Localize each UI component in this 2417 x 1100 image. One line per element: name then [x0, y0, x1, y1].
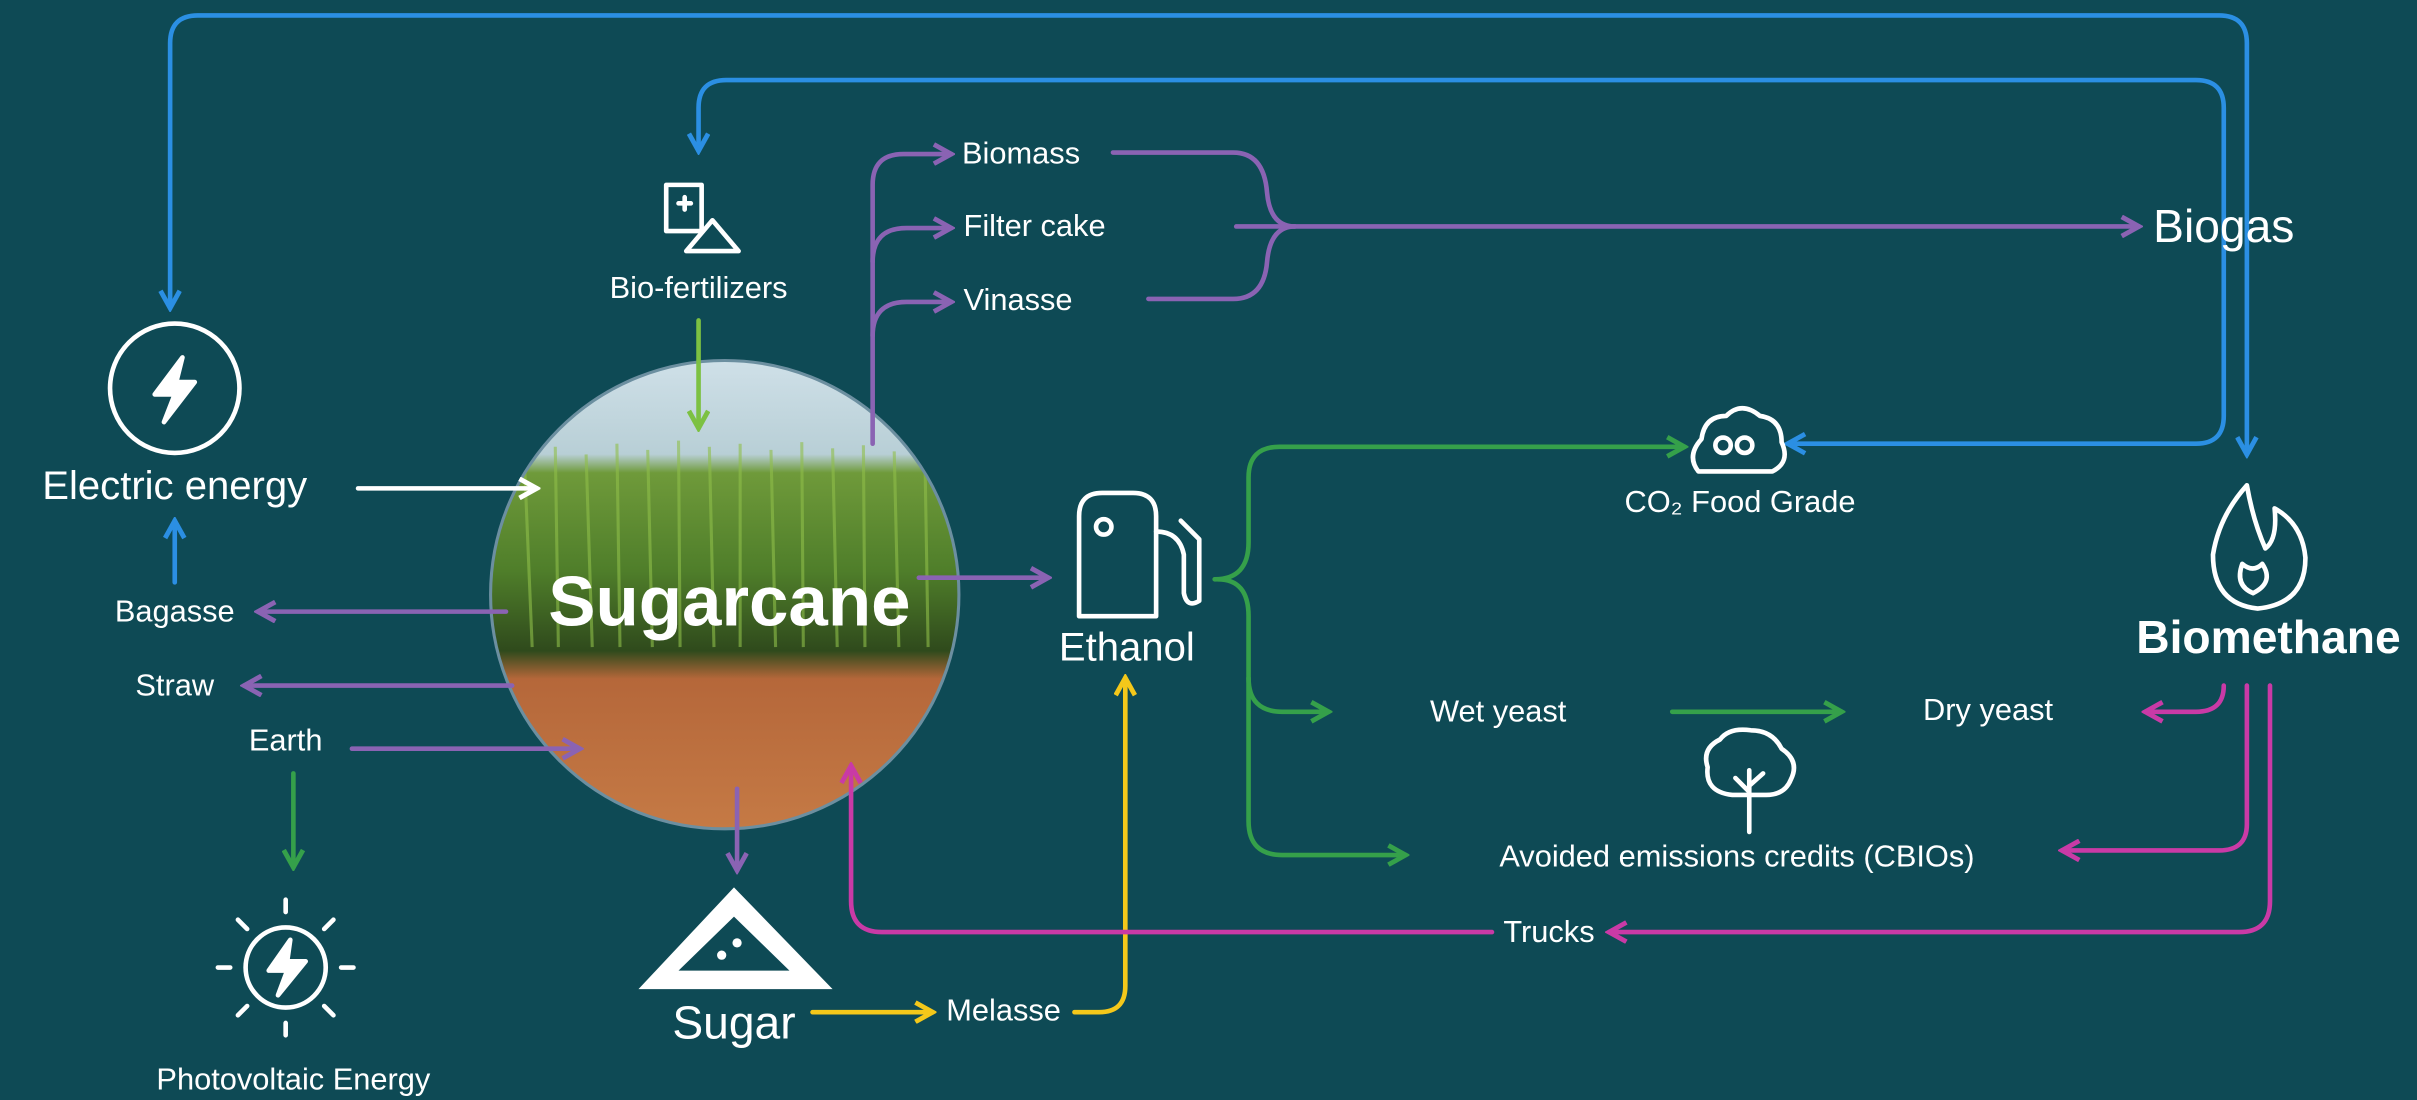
node-label: Straw [135, 667, 214, 702]
solar-icon [218, 900, 354, 1036]
arrow [1113, 153, 1295, 227]
node-title: Sugarcane [548, 563, 910, 642]
arrow [699, 80, 2224, 444]
node-label: Filter cake [964, 208, 1106, 243]
node-label: Electric energy [42, 464, 307, 508]
arrow [1218, 579, 1329, 711]
arrow [1215, 447, 1685, 579]
arrow [1148, 226, 1294, 298]
node-label: Avoided emissions credits (CBIOs) [1499, 838, 1974, 873]
arrow [873, 302, 952, 336]
node-label: Biomass [962, 136, 1080, 171]
tree-icon [1706, 730, 1794, 832]
node-label: Ethanol [1059, 626, 1195, 670]
node-label: Melasse [946, 992, 1061, 1027]
node-label: Wet yeast [1430, 693, 1567, 728]
body: Electric energy Bagasse Straw Earth Phot… [0, 0, 2417, 1100]
bio-fertilizer-icon [666, 185, 738, 251]
co2-icon [1693, 408, 1785, 471]
node-label: Photovoltaic Energy [156, 1062, 431, 1097]
node-label: Trucks [1503, 914, 1594, 949]
node-label: Sugar [672, 996, 795, 1048]
node-label: Biogas [2153, 200, 2294, 252]
sugar-icon [638, 887, 832, 989]
arrow [851, 766, 1492, 932]
electric-icon [110, 324, 239, 453]
arrow [1249, 678, 1406, 855]
node-label: Biomethane [2136, 611, 2400, 663]
arrow [873, 154, 952, 444]
arrow [873, 228, 952, 262]
arrow [1074, 678, 1125, 1012]
page: Sugarcane value chain {"nodes": { "elect… [0, 0, 2417, 1100]
fuel-pump-icon [1079, 493, 1199, 616]
arrow [2145, 686, 2224, 712]
node-label: Dry yeast [1923, 692, 2054, 727]
node-label: Earth [249, 723, 323, 758]
flame-icon [2213, 485, 2305, 608]
node-label: Bagasse [115, 593, 235, 628]
node-label: Vinasse [964, 282, 1073, 317]
node-label: CO₂ Food Grade [1624, 484, 1855, 519]
diagram: Electric energy Bagasse Straw Earth Phot… [0, 0, 2417, 1100]
node-label: Bio-fertilizers [610, 270, 788, 305]
